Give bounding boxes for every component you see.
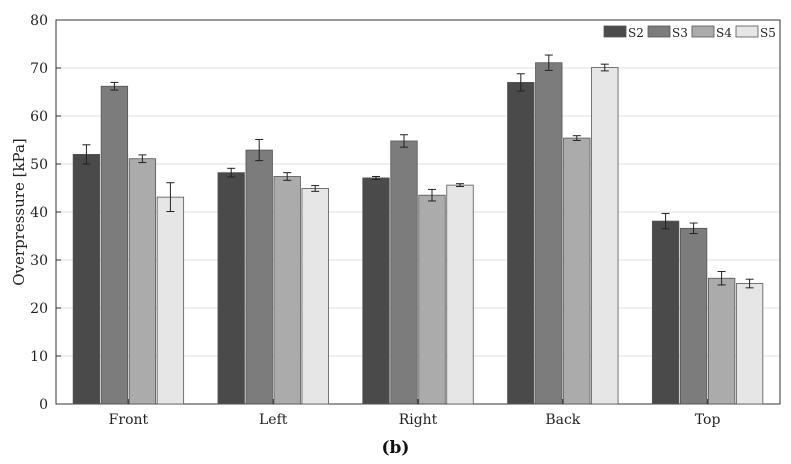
error-bar <box>600 63 609 72</box>
legend-swatch <box>735 25 759 38</box>
error-bar <box>717 271 726 286</box>
error-bar <box>689 222 698 235</box>
bar <box>390 140 418 405</box>
error-bar <box>227 167 236 178</box>
bar <box>100 85 129 405</box>
y-tick-label: 30 <box>30 253 48 269</box>
legend-label: S4 <box>716 26 732 40</box>
error-bar <box>745 278 754 289</box>
y-tick-label: 50 <box>30 157 48 173</box>
error-bar <box>283 172 292 181</box>
bar <box>273 176 301 405</box>
bar <box>591 67 619 405</box>
y-tick-label: 80 <box>30 13 48 29</box>
error-bar <box>400 134 408 148</box>
y-tick-label: 70 <box>30 61 48 77</box>
error-bar <box>311 185 320 192</box>
error-bar <box>166 182 175 213</box>
x-tick-label: Left <box>259 412 288 428</box>
legend: S2 S3 S4 S5 <box>603 25 776 40</box>
bar <box>72 153 101 405</box>
bar <box>418 194 446 405</box>
bar <box>301 188 329 405</box>
bar <box>507 82 535 405</box>
bar <box>156 196 185 405</box>
error-bar <box>110 81 119 91</box>
legend-label: S5 <box>760 26 776 40</box>
bar <box>679 227 708 405</box>
y-tick-label: 40 <box>30 205 48 221</box>
y-tick-label: 60 <box>30 109 48 125</box>
bar <box>707 277 736 405</box>
error-bar <box>138 154 147 164</box>
error-bar <box>372 175 380 180</box>
x-tick-label: Front <box>109 412 149 428</box>
y-tick-label: 10 <box>30 349 48 365</box>
bar <box>245 149 273 405</box>
bar <box>446 184 474 405</box>
y-axis-label: Overpressure [kPa] <box>10 138 28 286</box>
bar <box>217 172 245 405</box>
error-bar <box>428 188 436 202</box>
bar <box>535 62 563 405</box>
bar <box>651 220 680 405</box>
bar <box>362 177 390 405</box>
legend-swatch <box>603 25 627 38</box>
bar <box>128 158 157 405</box>
error-bar <box>255 139 264 162</box>
x-tick-label: Back <box>545 412 580 428</box>
y-tick-label: 20 <box>30 301 48 317</box>
bar <box>563 137 591 405</box>
legend-label: S3 <box>672 26 688 40</box>
legend-swatch <box>691 25 715 38</box>
error-bar <box>82 144 91 165</box>
error-bar <box>661 212 670 230</box>
error-bar <box>572 135 581 141</box>
legend-swatch <box>647 25 671 38</box>
error-bar <box>456 183 464 188</box>
bar <box>735 283 764 405</box>
legend-label: S2 <box>628 26 644 40</box>
y-tick-label: 0 <box>39 397 48 413</box>
figure-subcaption: (b) <box>381 438 410 458</box>
error-bar <box>516 73 525 92</box>
x-tick-label: Right <box>399 412 438 428</box>
x-tick-label: Top <box>695 412 721 428</box>
error-bar <box>544 54 553 71</box>
